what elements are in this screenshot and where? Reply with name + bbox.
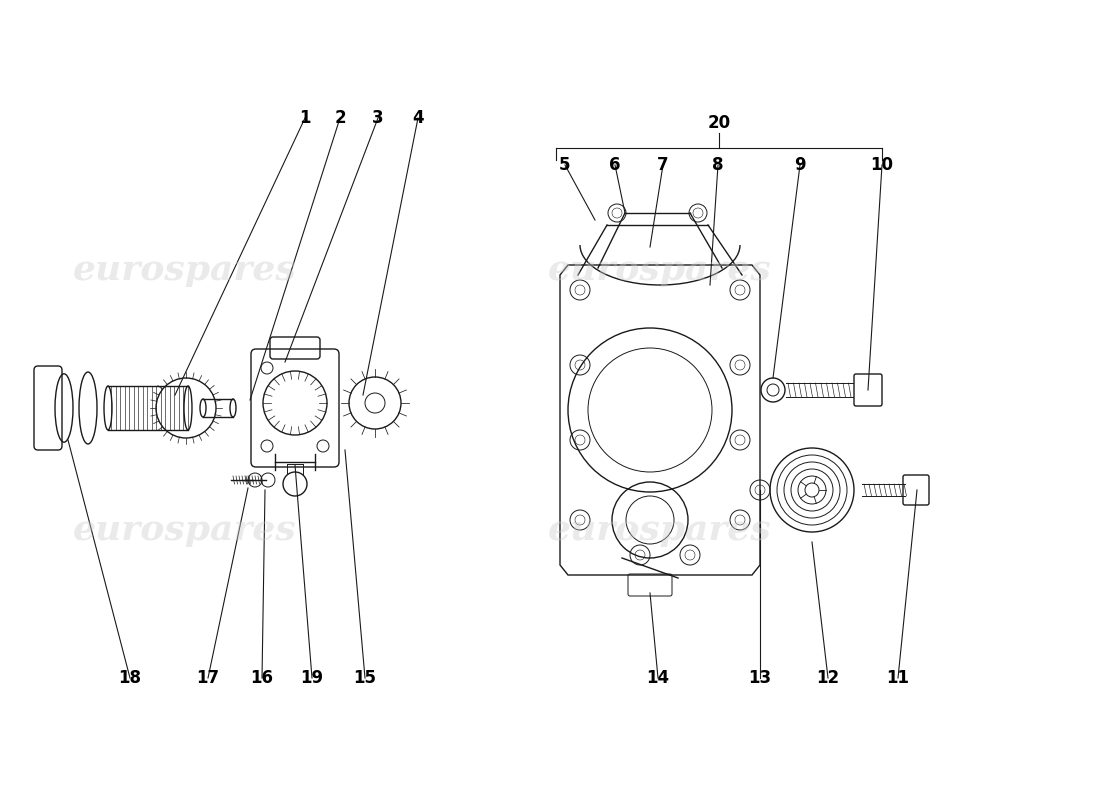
- Text: 8: 8: [713, 156, 724, 174]
- Text: 17: 17: [197, 669, 220, 687]
- Text: 1: 1: [299, 109, 310, 127]
- Text: eurospares: eurospares: [548, 513, 772, 547]
- Text: 7: 7: [657, 156, 669, 174]
- Text: 19: 19: [300, 669, 323, 687]
- Text: 3: 3: [372, 109, 384, 127]
- Text: 18: 18: [119, 669, 142, 687]
- Text: 13: 13: [748, 669, 771, 687]
- Text: 14: 14: [647, 669, 670, 687]
- Text: 20: 20: [707, 114, 730, 132]
- Text: 12: 12: [816, 669, 839, 687]
- Text: 15: 15: [353, 669, 376, 687]
- Text: 9: 9: [794, 156, 806, 174]
- Text: eurospares: eurospares: [73, 513, 297, 547]
- Text: 4: 4: [412, 109, 424, 127]
- Text: 6: 6: [609, 156, 620, 174]
- Text: 2: 2: [334, 109, 345, 127]
- Text: eurospares: eurospares: [548, 253, 772, 287]
- Text: eurospares: eurospares: [73, 253, 297, 287]
- Text: 11: 11: [887, 669, 910, 687]
- Text: 10: 10: [870, 156, 893, 174]
- Text: 16: 16: [251, 669, 274, 687]
- Text: 5: 5: [559, 156, 571, 174]
